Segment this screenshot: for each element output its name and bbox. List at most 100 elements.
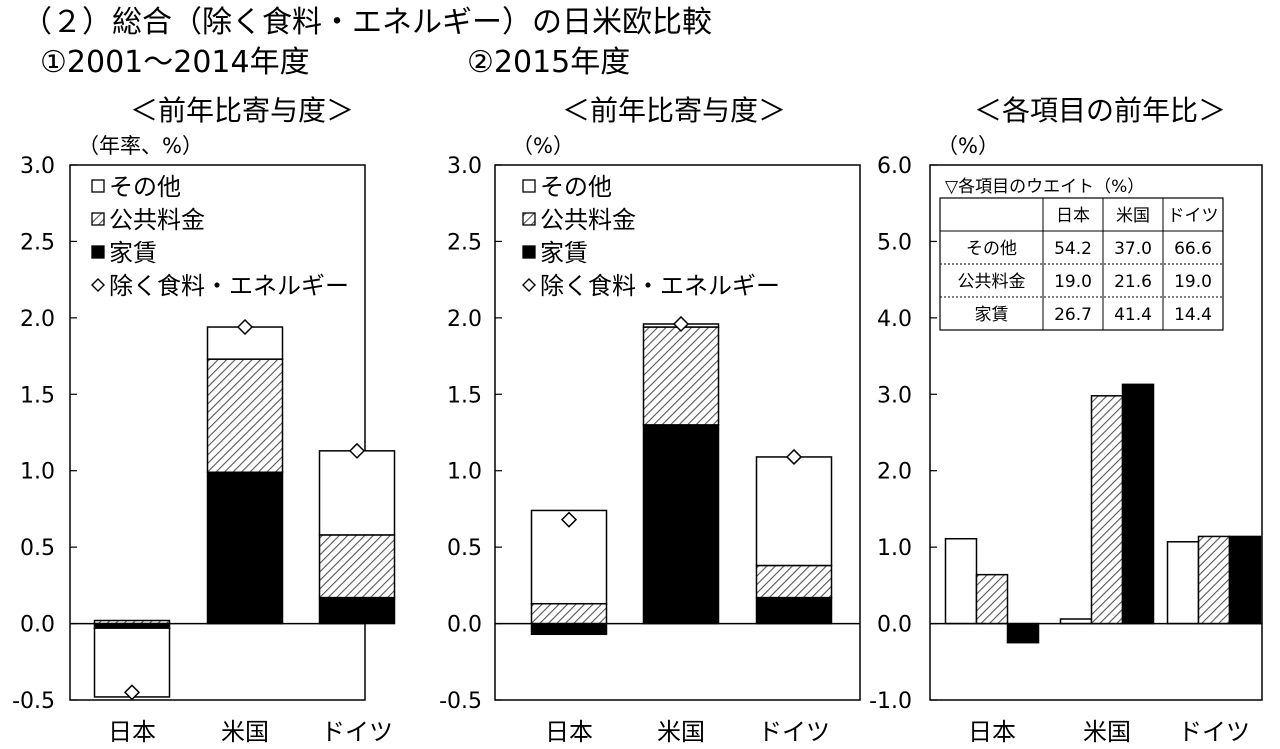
panel-1-y-tick-label: 2.0 <box>20 307 55 332</box>
panel-2-bar-公共料金 <box>530 602 608 625</box>
weights-table-header: ドイツ <box>1168 206 1219 226</box>
panel-3-y-tick-label: 5.0 <box>877 230 912 255</box>
weights-table-cell: 26.7 <box>1054 305 1092 325</box>
panel-1-subtitle: ①2001～2014年度 <box>40 45 310 80</box>
panel-2-bar-公共料金 <box>755 564 833 599</box>
panel-3-plot-frame <box>929 164 1263 701</box>
panel-3-bar-その他 <box>944 537 978 625</box>
panel-1-core-marker <box>123 684 141 701</box>
panel-2-bar-家賃 <box>530 622 608 636</box>
panel-2-plot-frame <box>494 164 861 701</box>
panel-2-core-marker <box>785 448 803 466</box>
weights-table-cell: 19.0 <box>1054 272 1092 292</box>
panel-1-legend-utilities-label: 公共料金 <box>109 206 205 234</box>
panel-3-bar-家賃 <box>1006 622 1040 644</box>
panel-1-legend-core-label: 除く食料・エネルギー <box>109 272 349 300</box>
panel-1-bar-公共料金 <box>318 534 396 599</box>
weights-table-cell: 19.0 <box>1174 272 1212 292</box>
panel-2-legend-utilities-label: 公共料金 <box>540 206 636 234</box>
panel-3-bar-公共料金 <box>975 573 1009 625</box>
panel-3-category-label: 米国 <box>1083 718 1131 746</box>
panel-2-chart-title: ＜前年比寄与度＞ <box>562 94 786 127</box>
figure-title: （２）総合（除く食料・エネルギー）の日米欧比較 <box>22 5 712 40</box>
panel-3-bar-家賃 <box>1121 383 1155 625</box>
weights-table-row-label: 公共料金 <box>958 272 1026 292</box>
panel-2-y-tick-label: 0.0 <box>447 613 482 638</box>
panel-2-y-tick-label: 1.0 <box>447 460 482 485</box>
panel-3-y-tick-label: 3.0 <box>877 383 912 408</box>
panel-1-y-tick-label: -0.5 <box>12 689 55 714</box>
panel-2-legend-other-label: その他 <box>540 173 612 201</box>
weights-table-cell: 41.4 <box>1114 305 1152 325</box>
panel-2-legend-core-label: 除く食料・エネルギー <box>540 272 780 300</box>
panel-1-y-tick-label: 0.0 <box>20 613 55 638</box>
panel-1-core-marker <box>348 442 366 459</box>
panel-2-bar-家賃 <box>642 424 720 625</box>
panel-3-y-tick-label: -1.0 <box>869 689 912 714</box>
panel-3-y-tick-label: 4.0 <box>877 307 912 332</box>
panel-3-bar-公共料金 <box>1197 535 1231 625</box>
panel-3-y-tick-label: 0.0 <box>877 613 912 638</box>
panel-2-y-tick-label: 0.5 <box>447 536 482 561</box>
panel-1-y-tick-label: 3.0 <box>20 154 55 179</box>
panel-2-y-tick-label: 1.5 <box>447 383 482 408</box>
panel-1-legend-rent-label: 家賃 <box>109 239 157 267</box>
panel-2-legend-rent-label: 家賃 <box>540 239 588 267</box>
panel-1-y-tick-label: 1.0 <box>20 460 55 485</box>
panel-2-category-label: 米国 <box>657 718 705 746</box>
panel-2-bar-公共料金 <box>642 326 720 426</box>
weights-table-header: 米国 <box>1116 206 1150 226</box>
panel-2-core-marker <box>560 511 578 528</box>
panel-1-legend-core-swatch <box>91 278 105 292</box>
panel-1-y-tick-label: 2.5 <box>20 230 55 255</box>
panel-3-bar-公共料金 <box>1090 395 1124 625</box>
panel-2-category-label: ドイツ <box>758 718 830 746</box>
panel-1-bar-公共料金 <box>206 358 284 473</box>
weights-table-header: 日本 <box>1056 206 1090 226</box>
panel-1-legend-other-label: その他 <box>109 173 181 201</box>
panel-3-y-tick-label: 2.0 <box>877 460 912 485</box>
panel-2-legend-rent-swatch <box>522 245 536 259</box>
weights-table-row-label: その他 <box>966 239 1017 259</box>
panel-1-legend-rent-swatch <box>91 245 105 259</box>
panel-1-category-label: 米国 <box>221 718 269 746</box>
panel-2-bar-家賃 <box>755 596 833 625</box>
panel-3-y-axis-label: （%） <box>937 134 999 158</box>
weights-table-cell: 21.6 <box>1114 272 1152 292</box>
panel-1-y-axis-label: （年率、%） <box>78 134 203 158</box>
weights-table-cell: 66.6 <box>1174 239 1212 259</box>
panel-3-y-tick-label: 6.0 <box>877 154 912 179</box>
panel-2-legend-other-swatch <box>522 179 536 193</box>
panel-3-chart-title: ＜各項目の前年比＞ <box>974 94 1226 127</box>
panel-2-y-axis-label: （%） <box>512 134 574 158</box>
panel-3-category-label: ドイツ <box>1178 718 1250 746</box>
panel-1-y-tick-label: 1.5 <box>20 383 55 408</box>
panel-1-legend-other-swatch <box>91 179 105 193</box>
panel-3-category-label: 日本 <box>968 718 1016 746</box>
panel-2-y-tick-label: 3.0 <box>447 154 482 179</box>
panel-1-bar-家賃 <box>318 596 396 625</box>
panel-2-y-tick-label: 2.5 <box>447 230 482 255</box>
panel-1-category-label: 日本 <box>108 718 156 746</box>
panel-3-y-tick-label: 1.0 <box>877 536 912 561</box>
panel-2-bar-その他 <box>755 456 833 567</box>
weights-table-row-label: 家賃 <box>975 305 1009 325</box>
panel-1-y-tick-label: 0.5 <box>20 536 55 561</box>
panel-2-y-tick-label: 2.0 <box>447 307 482 332</box>
panel-2-legend-core-swatch <box>522 278 536 292</box>
panel-1-category-label: ドイツ <box>321 718 393 746</box>
panel-2-legend-utilities-swatch <box>522 212 536 226</box>
weights-table-cell: 37.0 <box>1114 239 1152 259</box>
panel-2-subtitle: ②2015年度 <box>467 45 631 80</box>
panel-1-plot-frame <box>69 164 366 701</box>
panel-1-bar-その他 <box>318 450 396 536</box>
panel-1-chart-title: ＜前年比寄与度＞ <box>130 94 354 127</box>
weights-table-cell: 14.4 <box>1174 305 1212 325</box>
panel-1-bar-家賃 <box>206 471 284 625</box>
weights-table-title: ▽各項目のウエイト（%） <box>945 177 1144 197</box>
panel-2-category-label: 日本 <box>545 718 593 746</box>
panel-1-legend-utilities-swatch <box>91 212 105 226</box>
panel-3-bar-その他 <box>1166 541 1200 625</box>
panel-2-core-marker <box>672 315 690 333</box>
